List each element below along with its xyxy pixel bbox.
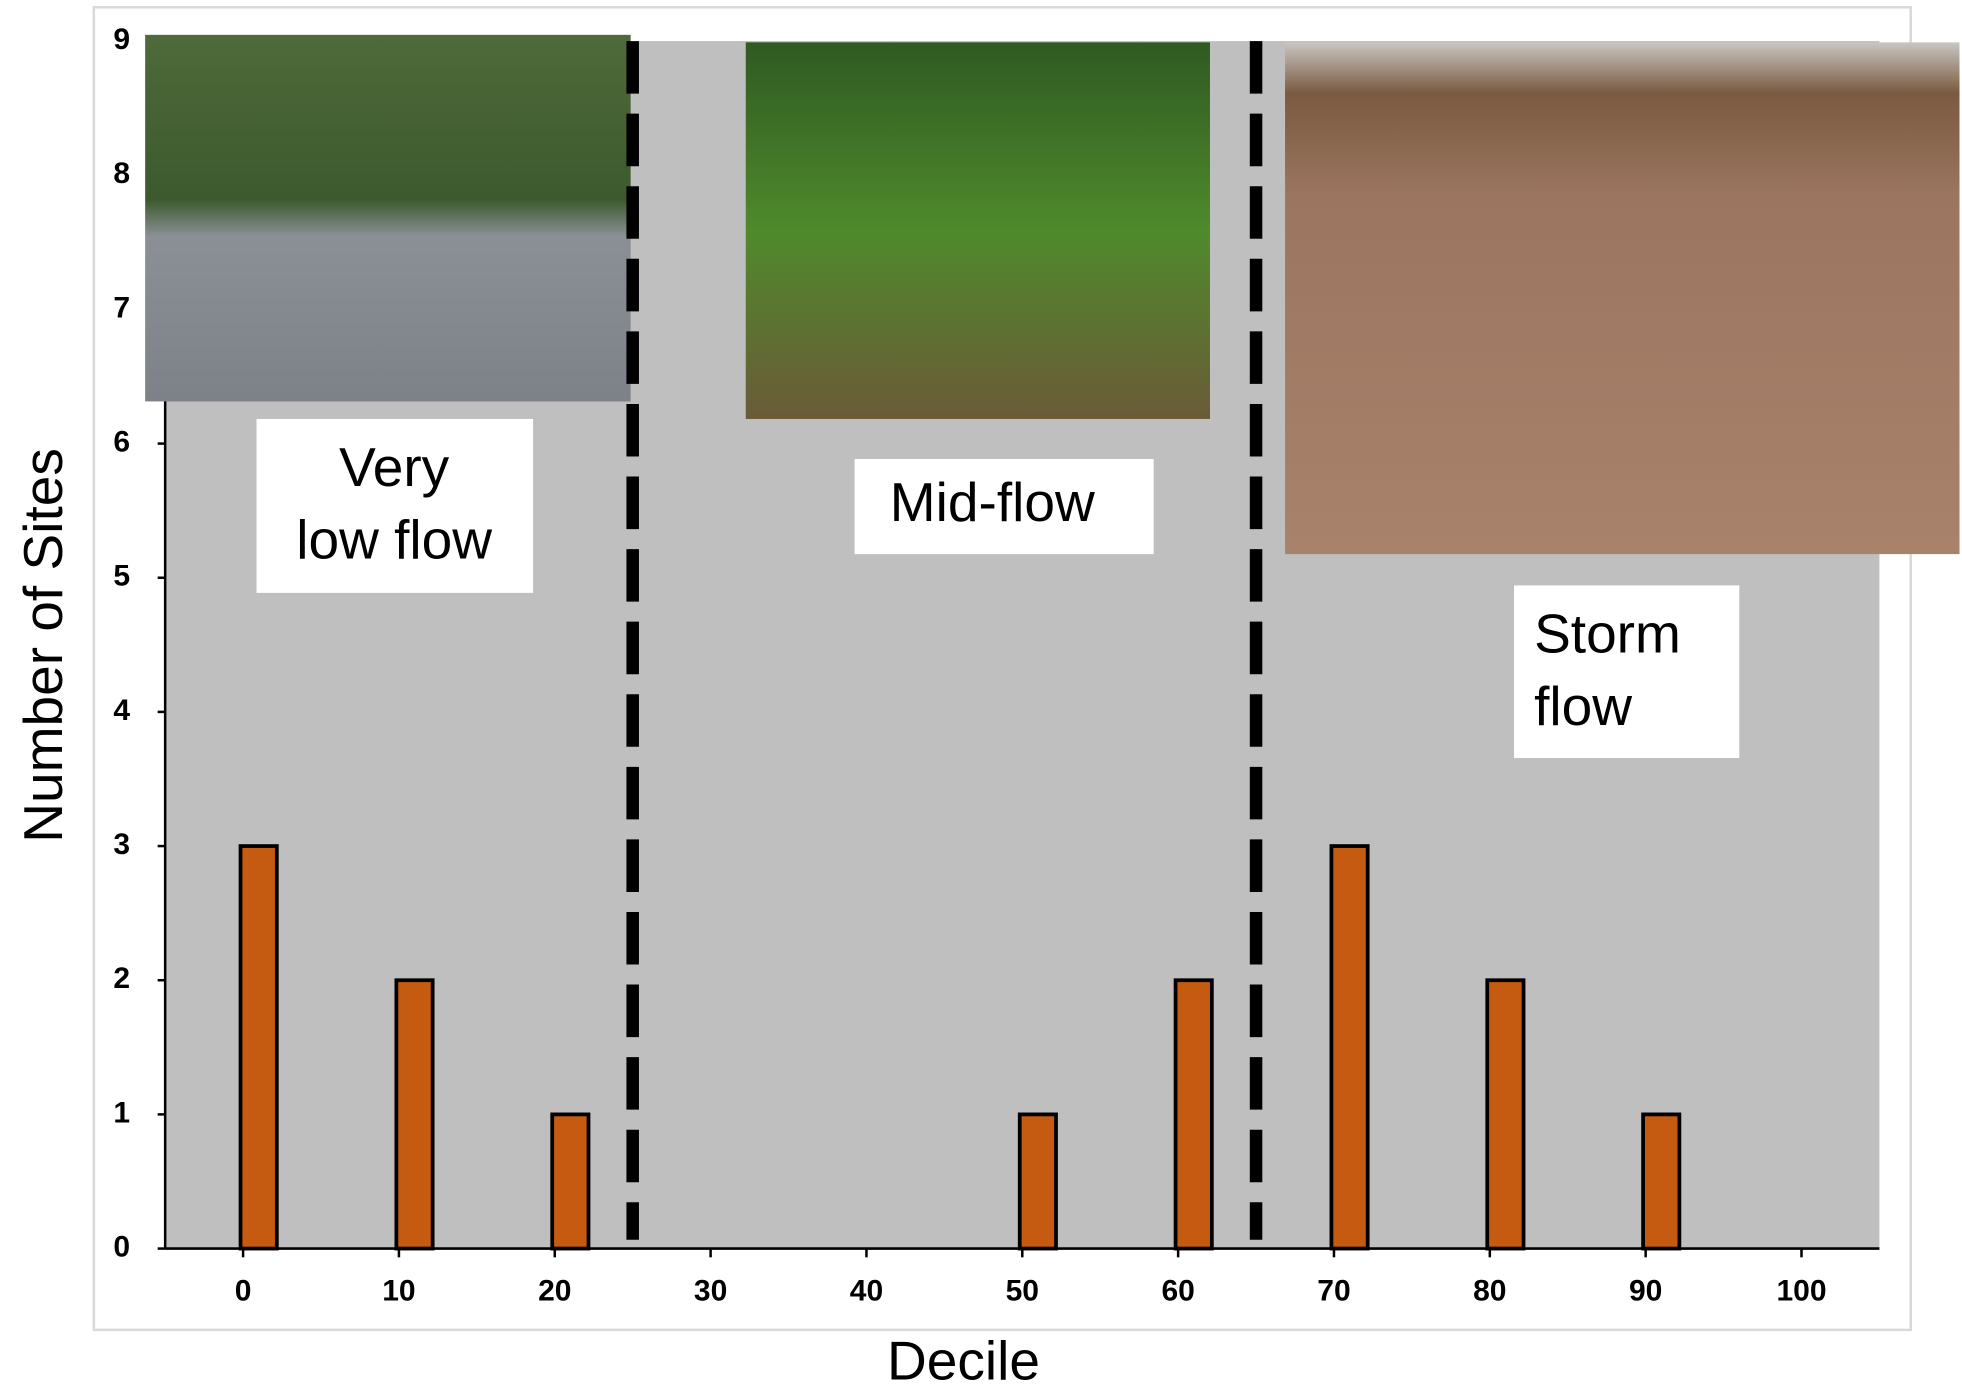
annotation: low flow	[296, 509, 492, 571]
x-tick-label: 80	[1473, 1274, 1506, 1307]
annotation: Storm	[1534, 602, 1681, 664]
x-tick-label: 40	[850, 1274, 883, 1307]
photo-mid-flow	[745, 42, 1210, 419]
y-axis-title: Number of Sites	[12, 448, 74, 843]
bar	[1485, 978, 1526, 1251]
y-tick-label: 6	[113, 426, 130, 459]
annotation: flow	[1534, 675, 1632, 737]
annotation: Mid-flow	[890, 471, 1095, 533]
y-tick-label: 3	[113, 828, 130, 861]
y-tick-label: 2	[113, 962, 130, 995]
x-tick-label: 70	[1317, 1274, 1350, 1307]
x-tick-label: 100	[1776, 1274, 1826, 1307]
y-tick-label: 9	[113, 23, 130, 56]
x-tick-label: 60	[1161, 1274, 1194, 1307]
photo-low-flow	[145, 34, 631, 402]
x-tick-label: 10	[382, 1274, 415, 1307]
bar	[1017, 1112, 1058, 1251]
bar	[550, 1112, 591, 1251]
x-tick-label: 90	[1629, 1274, 1662, 1307]
annotation: Very	[339, 436, 450, 498]
photo-storm-flow	[1285, 42, 1960, 555]
x-axis-title: Decile	[887, 1329, 1040, 1391]
x-tick-label: 0	[235, 1274, 252, 1307]
y-tick-label: 8	[113, 157, 130, 190]
bar	[1641, 1112, 1682, 1251]
bar	[1173, 978, 1214, 1251]
bar	[394, 978, 435, 1251]
y-tick-label: 1	[113, 1096, 130, 1129]
y-tick-label: 4	[113, 694, 130, 727]
note-box	[1514, 585, 1740, 759]
bar	[238, 844, 279, 1251]
y-tick-label: 5	[113, 560, 130, 593]
x-tick-label: 50	[1006, 1274, 1039, 1307]
x-tick-label: 30	[694, 1274, 727, 1307]
x-tick-label: 20	[538, 1274, 571, 1307]
bar	[1329, 844, 1370, 1251]
y-tick-label: 7	[113, 291, 130, 324]
note-box	[256, 418, 534, 593]
note-box	[854, 459, 1154, 555]
y-tick-label: 0	[113, 1230, 130, 1263]
